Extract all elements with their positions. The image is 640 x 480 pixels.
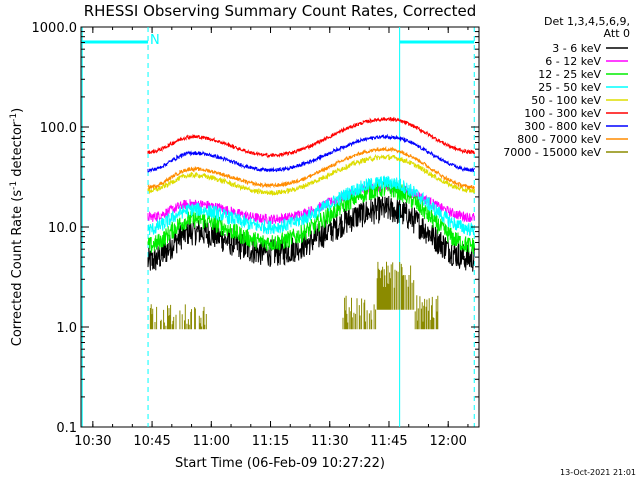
flag-label: N [150, 33, 160, 48]
x-tick-label: 12:00 [429, 434, 466, 449]
legend-label: 50 - 100 keV [531, 94, 601, 107]
series-line-3 [147, 175, 475, 237]
y-axis-label-sup1: -1 [9, 181, 19, 190]
series-line-4 [147, 153, 475, 197]
y-tick-label: 0.1 [56, 421, 77, 436]
y-axis-label-mid: detector [10, 121, 25, 181]
y-axis-label: Corrected Count Rate (s-1 detector-1) [9, 108, 25, 346]
legend-label: 800 - 7000 keV [517, 133, 601, 146]
y-tick-label: 100.0 [40, 121, 77, 136]
series-line-8 [149, 261, 439, 330]
series-line-7 [147, 145, 475, 190]
chart-title: RHESSI Observing Summary Count Rates, Co… [84, 2, 477, 20]
x-tick-label: 11:30 [311, 434, 348, 449]
x-tick-label: 11:00 [193, 434, 230, 449]
legend-label: 3 - 6 keV [552, 42, 601, 55]
y-axis: 0.1 1.0 10.0 100.0 1000.0 [32, 21, 479, 436]
y-axis-label-sup2: -1 [9, 113, 19, 122]
legend-label: 100 - 300 keV [524, 107, 601, 120]
legend-header-1: Det 1,3,4,5,6,9, [544, 15, 630, 28]
legend-header-2: Att 0 [604, 27, 630, 40]
legend-label: 7000 - 15000 keV [503, 146, 601, 159]
y-tick-label: 1000.0 [32, 21, 78, 36]
timestamp: 13-Oct-2021 21:01 [560, 468, 636, 477]
legend-label: 300 - 800 keV [524, 120, 601, 133]
series-line-5 [147, 116, 475, 159]
x-tick-label: 11:45 [370, 434, 407, 449]
series-line-6 [147, 133, 475, 173]
y-tick-label: 10.0 [48, 221, 77, 236]
y-axis-label-end: ) [10, 108, 25, 113]
legend-label: 6 - 12 keV [545, 55, 601, 68]
x-tick-label: 10:30 [74, 434, 111, 449]
legend-label: 25 - 50 keV [538, 81, 601, 94]
x-tick-label: 10:45 [133, 434, 170, 449]
series-layer [147, 116, 475, 330]
x-axis: 10:30 10:45 11:00 11:15 11:30 11:45 12:00 [74, 27, 469, 449]
y-tick-label: 1.0 [56, 321, 77, 336]
legend-label: 12 - 25 keV [538, 68, 601, 81]
y-axis-label-main: Corrected Count Rate (s [10, 190, 25, 347]
x-tick-label: 11:15 [252, 434, 289, 449]
x-axis-label: Start Time (06-Feb-09 10:27:22) [175, 456, 385, 471]
series-line-0 [147, 195, 475, 272]
annotation-lines [81, 27, 475, 427]
